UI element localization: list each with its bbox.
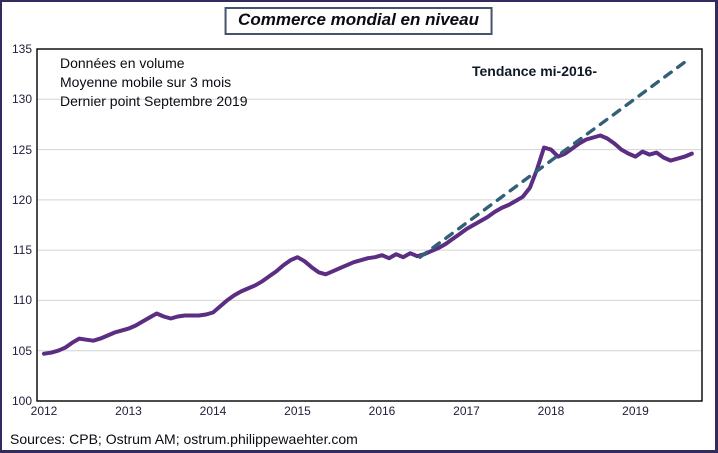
chart-notes: Données en volume Moyenne mobile sur 3 m… [60,54,248,111]
x-axis-tick-label: 2014 [199,404,227,418]
x-axis-tick-label: 2018 [537,404,565,418]
x-axis-tick-label: 2019 [622,404,649,418]
note-moving-average: Moyenne mobile sur 3 mois [60,74,232,90]
chart-title: Commerce mondial en niveau [224,7,493,35]
x-axis-tick-label: 2015 [284,404,311,418]
note-data-volume: Données en volume [60,55,185,71]
y-axis-tick-label: 130 [11,92,32,107]
x-axis-tick-label: 2017 [453,404,480,418]
y-axis-tick-label: 110 [12,293,32,308]
trend-line [418,59,688,259]
note-last-point: Dernier point Septembre 2019 [60,93,248,109]
x-axis-tick-label: 2013 [115,404,142,418]
y-axis-tick-label: 125 [11,142,32,157]
x-axis-tick-label: 2012 [30,404,58,418]
world-trade-line [42,133,694,356]
y-axis-tick-label: 135 [11,42,32,56]
sources-text: Sources: CPB; Ostrum AM; ostrum.philippe… [10,431,358,447]
y-axis-tick-label: 105 [11,343,32,358]
y-axis-tick-label: 120 [11,192,32,207]
x-axis-tick-label: 2016 [368,404,396,418]
y-axis-tick-label: 100 [11,394,32,408]
y-axis-tick-label: 115 [12,243,32,258]
trend-annotation: Tendance mi-2016- [472,63,598,79]
plot-border [36,48,703,402]
